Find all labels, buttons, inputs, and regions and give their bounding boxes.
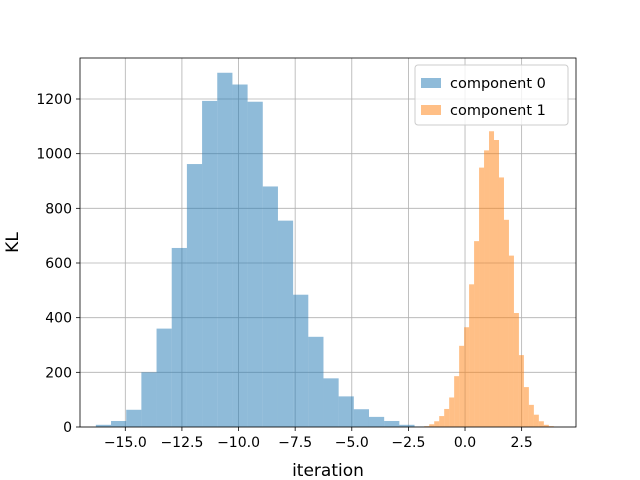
legend-label: component 0 — [450, 76, 546, 92]
histogram-bar-series-1 — [498, 177, 504, 427]
histogram-bar-series-0 — [156, 328, 172, 427]
histogram-bar-series-1 — [489, 131, 495, 427]
histogram-bar-series-1 — [533, 414, 539, 427]
histogram-bars — [95, 72, 554, 428]
x-tick-label: 0.0 — [454, 435, 476, 451]
histogram-bar-series-0 — [186, 164, 203, 427]
histogram-bar-series-1 — [434, 421, 440, 427]
histogram-bar-series-1 — [538, 421, 544, 427]
histogram-bar-series-0 — [399, 424, 415, 427]
y-tick-label: 1000 — [36, 147, 72, 163]
histogram-bar-series-0 — [95, 424, 112, 427]
legend-box — [414, 64, 569, 126]
histogram-bar-series-0 — [293, 294, 309, 427]
histogram-bar-series-1 — [513, 313, 519, 427]
x-axis-label: iteration — [292, 461, 364, 480]
histogram-bar-series-1 — [494, 140, 499, 427]
x-tick-label: −7.5 — [278, 435, 312, 451]
y-tick-label: 1200 — [36, 92, 72, 108]
histogram-bar-series-0 — [277, 220, 294, 427]
y-axis-label: KL — [3, 232, 23, 253]
legend-label: component 1 — [450, 103, 546, 119]
x-axis-ticks: −15.0 −12.5 −10.0 −7.5 −5.0 −2.5 0.0 2.5 — [104, 427, 533, 451]
y-tick-label: 600 — [45, 256, 72, 272]
y-tick-label: 200 — [45, 365, 72, 381]
histogram-bar-series-1 — [543, 424, 549, 427]
histogram-bar-series-0 — [217, 72, 233, 427]
y-tick-label: 800 — [45, 201, 72, 217]
histogram-bar-series-0 — [171, 247, 187, 427]
y-tick-label: 400 — [45, 311, 72, 327]
histogram-bar-series-1 — [439, 416, 445, 427]
histogram-bar-series-1 — [523, 387, 529, 427]
histogram-bar-series-0 — [323, 378, 339, 427]
histogram-bar-series-1 — [424, 426, 430, 427]
histogram-bar-series-1 — [528, 404, 534, 427]
histogram-bar-series-1 — [464, 327, 470, 427]
histogram-bar-series-1 — [479, 167, 485, 427]
histogram-bar-series-1 — [474, 241, 480, 427]
histogram-bar-series-1 — [454, 376, 460, 427]
y-axis-ticks: 0 200 400 600 800 1000 1200 — [36, 92, 80, 436]
histogram-bar-series-1 — [548, 426, 554, 427]
y-tick-label: 0 — [63, 420, 72, 436]
histogram-bar-series-1 — [469, 284, 475, 427]
x-tick-label: −10.0 — [217, 435, 260, 451]
histogram-bar-series-0 — [384, 420, 400, 427]
histogram-bar-series-1 — [444, 408, 450, 427]
histogram-bar-series-0 — [141, 372, 157, 427]
histogram-bar-series-0 — [262, 186, 278, 427]
histogram-bar-series-0 — [247, 101, 263, 427]
histogram-bar-series-1 — [518, 355, 524, 427]
histogram-bar-series-0 — [353, 409, 369, 427]
plot-frame — [79, 57, 577, 428]
legend-swatch — [421, 105, 441, 115]
histogram-bar-series-1 — [508, 255, 514, 427]
histogram-bar-series-0 — [232, 84, 248, 427]
histogram-bar-series-1 — [484, 150, 490, 428]
histogram-bar-series-0 — [308, 336, 324, 427]
histogram-bar-series-0 — [338, 396, 354, 427]
x-tick-label: −2.5 — [391, 435, 425, 451]
histogram-bar-series-1 — [449, 397, 455, 427]
x-tick-label: 2.5 — [511, 435, 533, 451]
legend-swatch — [421, 78, 441, 88]
x-tick-label: −15.0 — [104, 435, 147, 451]
x-tick-label: −12.5 — [160, 435, 203, 451]
histogram-bar-series-0 — [368, 416, 385, 427]
histogram-bar-series-0 — [202, 100, 218, 427]
legend: component 0 component 1 — [414, 64, 569, 126]
histogram-bar-series-0 — [111, 420, 127, 427]
histogram-bar-series-1 — [429, 424, 435, 427]
histogram-bar-series-1 — [459, 345, 465, 427]
x-tick-label: −5.0 — [335, 435, 369, 451]
histogram-bar-series-0 — [126, 409, 142, 427]
histogram-bar-series-1 — [503, 219, 509, 427]
